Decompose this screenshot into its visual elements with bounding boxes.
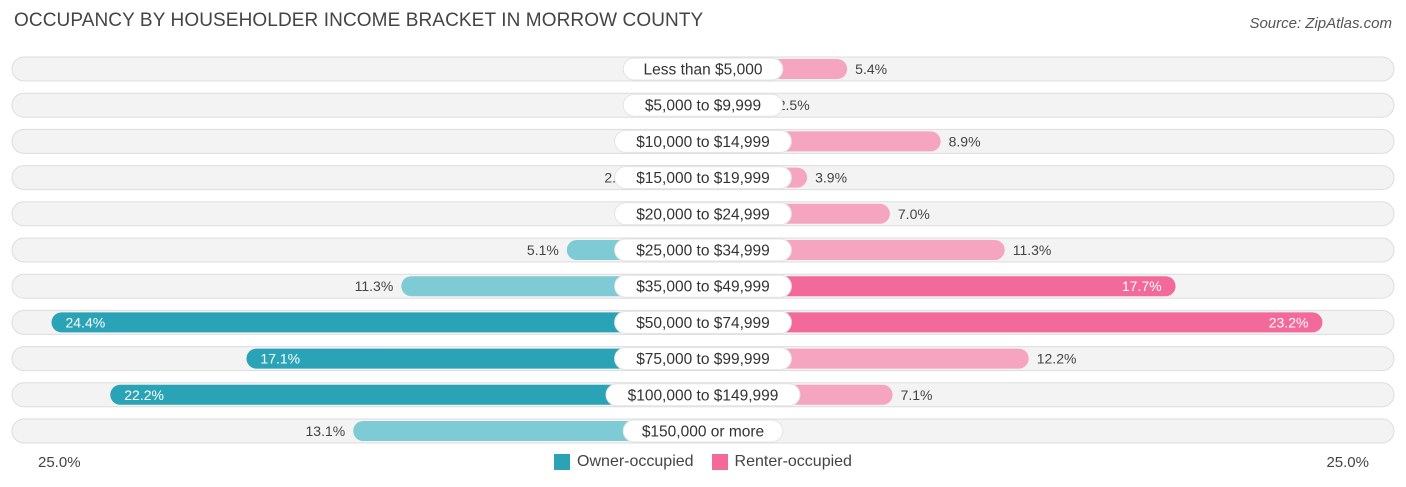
renter-value-label: 5.4% xyxy=(855,61,887,77)
category-pill xyxy=(614,202,792,226)
category-pill xyxy=(614,310,792,334)
legend-item-owner: Owner-occupied xyxy=(554,453,694,471)
owner-bar xyxy=(353,421,703,441)
category-label: $75,000 to $99,999 xyxy=(636,351,770,368)
renter-bar xyxy=(703,276,1176,297)
category-label: $35,000 to $49,999 xyxy=(636,279,770,296)
axis-label-right: 25.0% xyxy=(1326,454,1369,471)
renter-value-label: 2.5% xyxy=(778,97,810,113)
renter-value-label: 11.3% xyxy=(1013,242,1052,258)
renter-value-label: 12.2% xyxy=(1037,351,1077,367)
category-label: Less than $5,000 xyxy=(644,62,763,79)
category-label: $25,000 to $34,999 xyxy=(636,243,770,260)
owner-bar xyxy=(246,348,703,369)
owner-value-label: 11.3% xyxy=(355,278,394,294)
category-label: $150,000 or more xyxy=(642,424,764,441)
category-label: $10,000 to $14,999 xyxy=(636,134,770,151)
owner-bar xyxy=(110,384,703,405)
renter-value-label: 17.7% xyxy=(1122,278,1162,294)
owner-value-label: 13.1% xyxy=(306,423,346,439)
chart-title: OCCUPANCY BY HOUSEHOLDER INCOME BRACKET … xyxy=(14,10,704,31)
category-pill xyxy=(622,93,784,117)
legend-swatch-owner xyxy=(554,454,571,470)
category-pill xyxy=(622,419,784,443)
renter-value-label: 7.0% xyxy=(898,206,930,222)
category-pill xyxy=(614,166,792,190)
legend-swatch-renter xyxy=(711,454,728,470)
renter-value-label: 3.9% xyxy=(815,170,847,186)
legend: Owner-occupied Renter-occupied xyxy=(0,453,1406,471)
category-label: $20,000 to $24,999 xyxy=(636,206,770,223)
renter-bar xyxy=(703,312,1323,333)
renter-value-label: 8.9% xyxy=(949,133,981,149)
source-label: Source: ZipAtlas.com xyxy=(1249,15,1392,32)
category-pill xyxy=(605,383,801,407)
owner-bar xyxy=(51,312,703,333)
owner-value-label: 22.2% xyxy=(124,387,164,403)
category-pill xyxy=(614,238,792,262)
legend-item-renter: Renter-occupied xyxy=(711,453,852,471)
legend-label-renter: Renter-occupied xyxy=(734,453,852,470)
axis-label-left: 25.0% xyxy=(38,454,81,471)
category-label: $50,000 to $74,999 xyxy=(636,315,770,332)
renter-value-label: 7.1% xyxy=(901,387,933,403)
category-label: $5,000 to $9,999 xyxy=(645,98,761,115)
owner-value-label: 24.4% xyxy=(66,314,106,330)
owner-value-label: 17.1% xyxy=(260,351,300,367)
renter-value-label: 23.2% xyxy=(1269,314,1309,330)
category-pill xyxy=(614,347,792,371)
category-pill xyxy=(614,129,792,153)
category-label: $100,000 to $149,999 xyxy=(628,387,779,404)
owner-value-label: 5.1% xyxy=(527,242,559,258)
category-label: $15,000 to $19,999 xyxy=(636,170,770,187)
legend-label-owner: Owner-occupied xyxy=(577,453,694,470)
category-pill xyxy=(614,274,792,298)
category-pill xyxy=(622,57,784,81)
